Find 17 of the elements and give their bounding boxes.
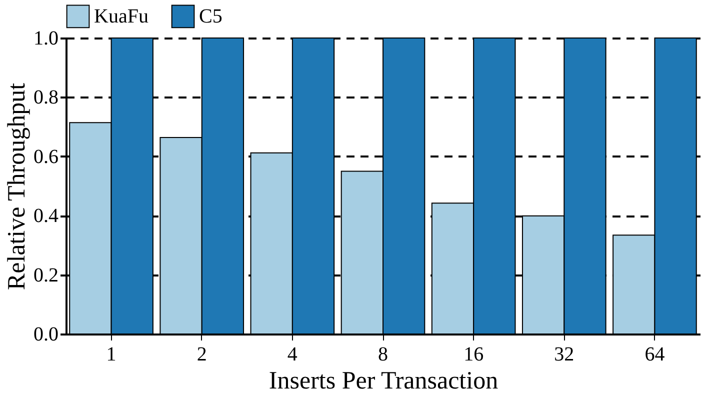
x-tick-label: 32 <box>554 344 574 366</box>
y-tick-label: 0.6 <box>34 146 58 168</box>
x-tick-label: 8 <box>378 344 388 366</box>
legend-label: C5 <box>199 5 222 28</box>
x-axis-title: Inserts Per Transaction <box>268 368 499 394</box>
y-tick-label: 0.0 <box>34 324 58 346</box>
x-tick-label: 1 <box>106 344 116 366</box>
legend-label: KuaFu <box>94 5 148 28</box>
x-tick-label: 16 <box>464 344 484 366</box>
x-tick-label: 64 <box>644 344 665 366</box>
y-tick-label: 1.0 <box>34 28 58 50</box>
y-tick-label: 0.8 <box>34 86 58 109</box>
x-tick-label: 4 <box>287 344 298 366</box>
y-tick-label: 0.2 <box>34 264 58 286</box>
x-tick-label: 2 <box>196 344 207 366</box>
y-tick-label: 0.4 <box>34 205 58 228</box>
y-axis-title: Relative Throughput <box>4 82 30 290</box>
